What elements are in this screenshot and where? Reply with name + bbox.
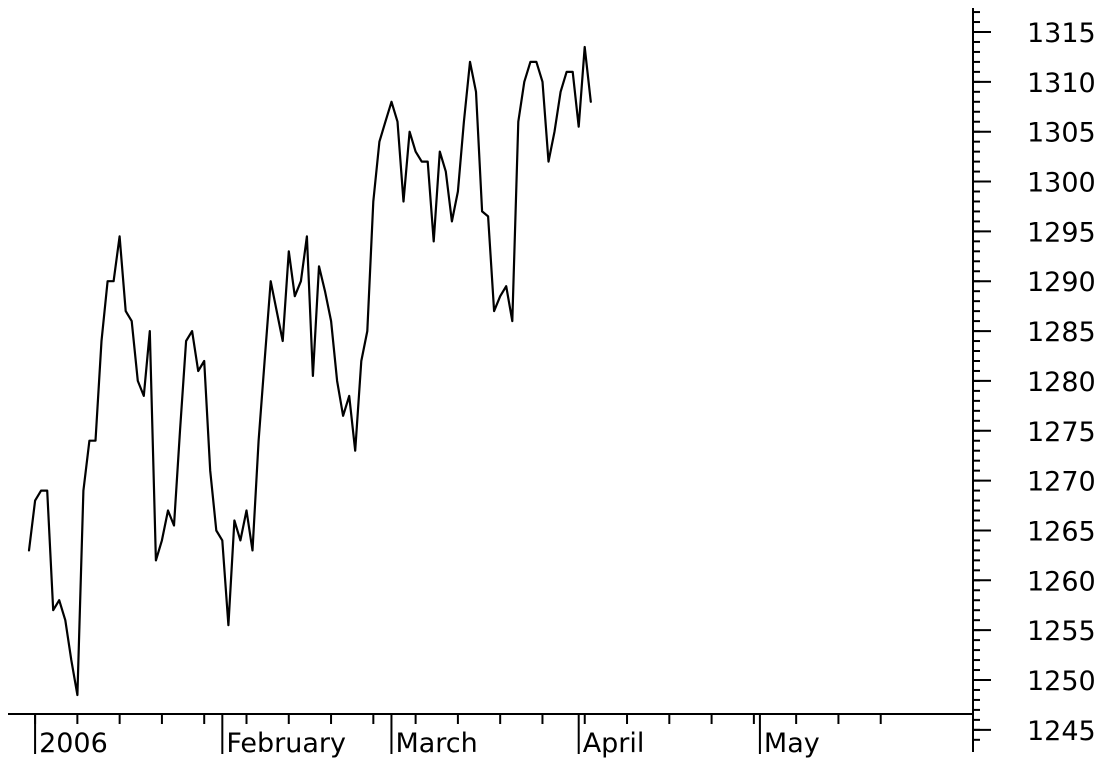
y-tick-label: 1290	[1027, 267, 1096, 298]
y-tick-label: 1245	[1027, 716, 1096, 747]
y-tick-label: 1280	[1027, 367, 1096, 398]
y-tick-label: 1300	[1027, 168, 1096, 199]
y-tick-label: 1285	[1027, 317, 1096, 348]
x-tick-label: March	[395, 728, 477, 759]
y-tick-label: 1275	[1027, 417, 1096, 448]
x-tick-label: February	[226, 728, 346, 759]
series-layer	[27, 45, 592, 697]
y-tick-label: 1305	[1027, 118, 1096, 149]
y-tick-label: 1315	[1027, 18, 1096, 49]
y-axis: 1245 1250 1255 1260 1265 1270 1275 1280 1285 1290…	[972, 8, 1096, 752]
y-tick-label: 1265	[1027, 516, 1096, 547]
x-axis: 2006 February March April May	[8, 713, 973, 759]
x-tick-label: May	[764, 728, 820, 759]
x-tick-label: April	[583, 728, 645, 759]
y-tick-label: 1310	[1027, 68, 1096, 99]
y-tick-label: 1250	[1027, 666, 1096, 697]
price-series-line	[27, 45, 592, 697]
x-tick-label: 2006	[39, 728, 108, 759]
y-tick-label: 1260	[1027, 566, 1096, 597]
y-tick-label: 1255	[1027, 616, 1096, 647]
y-tick-label: 1270	[1027, 467, 1096, 498]
y-tick-label: 1295	[1027, 217, 1096, 248]
